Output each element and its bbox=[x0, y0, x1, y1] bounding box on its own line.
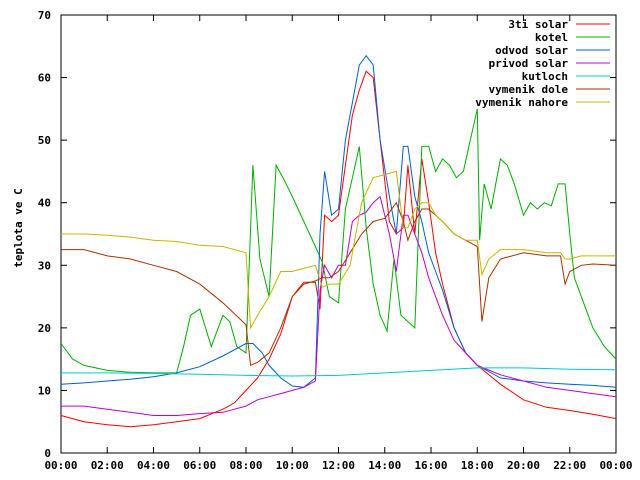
y-tick-label: 40 bbox=[38, 197, 51, 210]
y-tick-label: 60 bbox=[38, 72, 51, 85]
legend-label: vymenik nahore bbox=[475, 96, 568, 109]
x-tick-label: 18:00 bbox=[461, 459, 494, 472]
legend-label: kutloch bbox=[522, 70, 568, 83]
x-tick-label: 00:00 bbox=[599, 459, 632, 472]
y-tick-label: 0 bbox=[44, 447, 51, 460]
x-tick-label: 12:00 bbox=[322, 459, 355, 472]
x-tick-label: 04:00 bbox=[137, 459, 170, 472]
series-line-vymenik-dole bbox=[61, 201, 617, 367]
x-tick-label: 20:00 bbox=[507, 459, 540, 472]
y-tick-label: 30 bbox=[38, 259, 51, 272]
x-tick-label: 14:00 bbox=[368, 459, 401, 472]
legend-label: 3ti solar bbox=[508, 18, 568, 31]
legend-label: odvod solar bbox=[495, 44, 568, 57]
x-tick-label: 08:00 bbox=[229, 459, 262, 472]
series-line-kotel bbox=[60, 108, 617, 374]
y-tick-label: 50 bbox=[38, 134, 51, 147]
y-tick-label: 10 bbox=[38, 384, 51, 397]
series-layer bbox=[60, 54, 617, 428]
axes: 0 10 20 30 40 50 60 70 00:00 02:00 04:00 06:00 08:00… bbox=[38, 9, 633, 472]
legend-label: privod solar bbox=[489, 57, 569, 70]
x-tick-label: 02:00 bbox=[91, 459, 124, 472]
legend-label: kotel bbox=[535, 31, 568, 44]
x-tick-label: 06:00 bbox=[183, 459, 216, 472]
x-tick-label: 00:00 bbox=[44, 459, 77, 472]
series-line-privod-solar bbox=[61, 195, 617, 416]
series-line-vymenik-nahore bbox=[61, 170, 616, 330]
x-tick-label: 10:00 bbox=[276, 459, 309, 472]
y-tick-label: 70 bbox=[38, 9, 51, 22]
y-tick-label: 20 bbox=[38, 322, 51, 335]
y-axis-label: teplota ve C bbox=[12, 188, 25, 267]
x-tick-label: 16:00 bbox=[414, 459, 447, 472]
series-line-odvod-solar bbox=[60, 54, 617, 388]
legend-label: vymenik dole bbox=[489, 83, 569, 96]
x-tick-label: 22:00 bbox=[553, 459, 586, 472]
series-line-kutloch bbox=[61, 367, 617, 377]
